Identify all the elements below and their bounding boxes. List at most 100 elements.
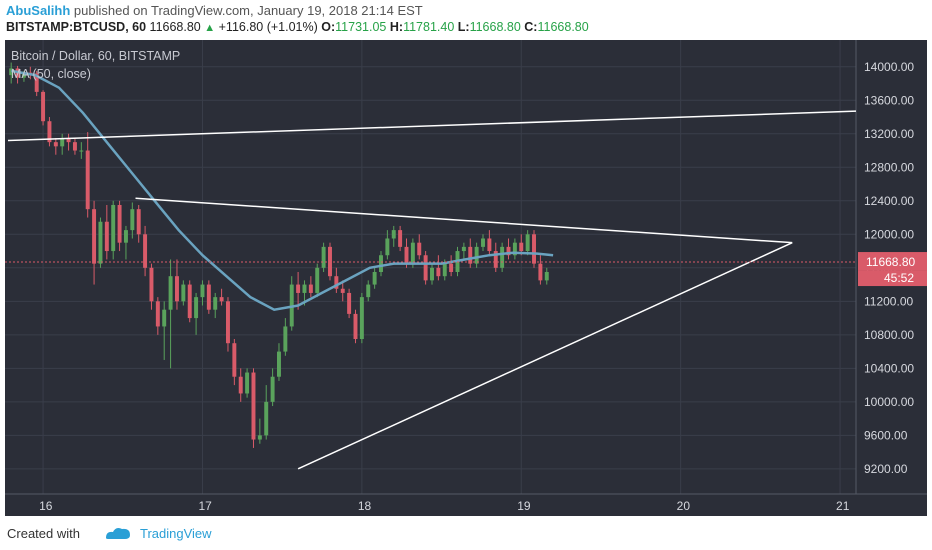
change-value: +116.80 (+1.01%) [218, 20, 318, 34]
candle-body [410, 242, 415, 264]
candle-body [104, 221, 109, 252]
candle-body [525, 234, 530, 252]
moving-average-line [10, 69, 554, 312]
candle-body [251, 372, 256, 440]
candle-body [130, 209, 135, 231]
candle-body [404, 246, 409, 264]
candle-body [181, 284, 186, 302]
candle-body [174, 276, 179, 302]
candle-body [366, 284, 371, 298]
trendlines[interactable] [7, 110, 857, 470]
candle-body [225, 301, 230, 344]
candle-body [532, 234, 536, 264]
candle-body [213, 297, 218, 310]
x-tick-label: 16 [39, 499, 53, 513]
candle-body [79, 150, 84, 152]
ascending-support-line[interactable] [297, 241, 793, 470]
chart-header: AbuSalihh published on TradingView.com, … [0, 0, 932, 40]
y-tick-label: 10400.00 [864, 361, 914, 375]
candle-body [493, 251, 498, 268]
x-tick-label: 19 [517, 499, 531, 513]
y-tick-label: 14000.00 [864, 60, 914, 74]
candle-body [277, 351, 281, 377]
y-tick-label: 9200.00 [864, 462, 908, 476]
candle-body [72, 142, 77, 151]
candle-body [321, 246, 326, 268]
candles [9, 62, 549, 448]
y-tick-label: 10800.00 [864, 328, 914, 342]
candle-body [149, 267, 154, 302]
candle-body [98, 221, 103, 264]
up-arrow-icon: ▲ [204, 22, 216, 34]
candle-body [328, 246, 332, 277]
price-chart[interactable]: 14000.00 13600.00 13200.00 12800.00 12400.00… [5, 40, 927, 516]
price-labels: 11668.80 45:52 [5, 252, 927, 287]
candle-body [194, 297, 199, 319]
descending-resistance-line[interactable] [135, 197, 793, 244]
tradingview-logo-icon[interactable] [103, 524, 133, 542]
x-tick-label: 21 [836, 499, 850, 513]
x-tick-label: 20 [677, 499, 691, 513]
upper-channel-line[interactable] [7, 110, 857, 142]
candle-body [238, 376, 243, 394]
candle-body [117, 204, 122, 243]
candle-body [315, 267, 320, 293]
candle-body [143, 234, 148, 268]
candle-body [219, 297, 224, 302]
candle-body [372, 272, 377, 285]
close-label: C: [524, 20, 538, 34]
countdown-box [858, 270, 927, 287]
candle-body [449, 263, 454, 272]
y-tick-label: 11200.00 [864, 294, 913, 308]
current-price-label: 11668.80 [866, 255, 915, 269]
tradingview-brand[interactable]: TradingView [140, 526, 212, 541]
created-with-text: Created with [7, 526, 80, 541]
candle-body [155, 301, 160, 327]
candle-body [308, 284, 313, 293]
candle-body [136, 209, 141, 235]
candle-body [385, 238, 390, 256]
candle-body [302, 284, 307, 293]
publish-line: AbuSalihh published on TradingView.com, … [6, 3, 423, 18]
candle-body [347, 292, 352, 314]
candle-body [53, 142, 58, 147]
y-tick-label: 10000.00 [864, 395, 914, 409]
y-tick-label: 13600.00 [864, 93, 914, 107]
candle-body [500, 246, 505, 268]
candle-body [430, 267, 434, 281]
published-text: published on TradingView.com, January 19… [73, 3, 423, 18]
low-value: 11668.80 [469, 20, 521, 34]
ohlc-line: BITSTAMP:BTCUSD, 60 11668.80 ▲ +116.80 (… [6, 20, 589, 34]
candle-body [66, 137, 71, 143]
candle-body [353, 313, 358, 340]
candle-body [512, 242, 517, 256]
candle-body [283, 326, 288, 352]
candle-body [334, 276, 339, 289]
grid [5, 40, 856, 494]
y-tick-label: 12800.00 [864, 160, 914, 174]
author-name[interactable]: AbuSalihh [6, 3, 71, 18]
y-tick-label: 13200.00 [864, 127, 914, 141]
open-label: O: [321, 20, 336, 34]
candle-body [162, 309, 167, 327]
legend-title: Bitcoin / Dollar, 60, BITSTAMP [11, 49, 180, 63]
chart-area[interactable]: 14000.00 13600.00 13200.00 12800.00 12400.00… [5, 40, 927, 516]
candle-body [60, 137, 65, 147]
candle-body [47, 121, 52, 143]
y-tick-label: 12400.00 [864, 194, 914, 208]
candle-body [538, 263, 543, 281]
candle-body [264, 401, 269, 436]
candle-body [123, 230, 128, 243]
candle-body [417, 242, 422, 256]
candle-body [296, 284, 301, 293]
candle-body [391, 230, 396, 239]
close-value: 11668.80 [537, 20, 589, 34]
candle-body [340, 288, 345, 293]
candle-body [436, 267, 441, 277]
high-value: 11781.40 [403, 20, 455, 34]
candle-body [487, 238, 492, 252]
candle-body [474, 246, 479, 264]
candle-body [398, 230, 403, 247]
candle-body [379, 255, 383, 272]
current-price-box [858, 252, 927, 271]
